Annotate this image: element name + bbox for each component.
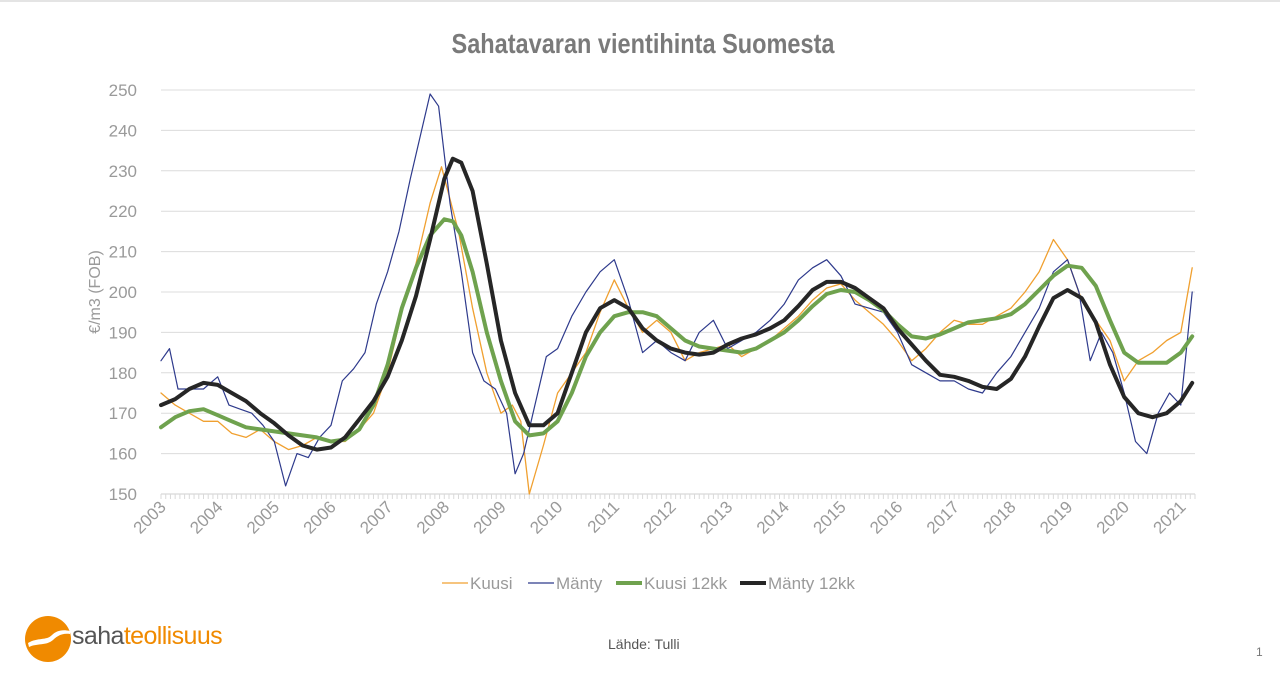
y-tick-label: 160 <box>109 445 137 464</box>
x-tick-label: 2010 <box>526 497 566 537</box>
y-tick-label: 220 <box>109 202 137 221</box>
grid-layer <box>161 89 1195 495</box>
y-tick-label: 250 <box>109 81 137 100</box>
x-tick-label: 2019 <box>1036 497 1076 537</box>
x-tick-label: 2004 <box>186 497 226 537</box>
legend: Kuusi Mänty Kuusi 12kk Mänty 12kk <box>442 574 855 593</box>
logo-wordmark: sahateollisuus <box>72 622 223 651</box>
chart-title: Sahatavaran vientihinta Suomesta <box>451 28 835 59</box>
x-axis: 2003 2004 2005 2006 2007 2008 2009 2010 2011 2012… <box>130 494 1196 538</box>
page-number: 1 <box>1256 645 1263 659</box>
x-tick-label: 2007 <box>356 497 396 537</box>
x-tick-label: 2016 <box>866 497 906 537</box>
y-tick-label: 230 <box>109 162 137 181</box>
x-tick-label: 2005 <box>243 497 283 537</box>
top-rule <box>0 0 1280 2</box>
x-tick-label: 2013 <box>696 497 736 537</box>
x-tick-label: 2018 <box>980 497 1020 537</box>
legend-label: Kuusi <box>470 574 513 593</box>
x-tick-label: 2020 <box>1093 497 1133 537</box>
x-tick-label: 2009 <box>470 497 510 537</box>
x-tick-label: 2017 <box>923 497 963 537</box>
x-tick-label: 2006 <box>300 497 340 537</box>
logo-word-saha: saha <box>72 622 124 650</box>
y-axis-label: €/m3 (FOB) <box>87 250 104 334</box>
y-tick-label: 150 <box>109 485 137 504</box>
x-tick-label: 2012 <box>640 497 680 537</box>
series-line-4 <box>159 156 1195 452</box>
series-line-2 <box>160 93 1193 487</box>
y-tick-label: 210 <box>109 243 137 262</box>
series-line-3 <box>159 217 1195 444</box>
source-note: Lähde: Tulli <box>608 636 680 652</box>
y-tick-label: 240 <box>109 121 137 140</box>
y-tick-label: 180 <box>109 364 137 383</box>
chart-area: 2003 2004 2005 2006 2007 2008 2009 2010 2011 2012… <box>87 81 1196 593</box>
series-layer <box>159 93 1195 495</box>
y-tick-label: 170 <box>109 404 137 423</box>
y-axis: 150 160 170 180 190 200 210 220 230 240 250 <box>109 81 137 504</box>
y-tick-label: 200 <box>109 283 137 302</box>
x-tick-label: 2014 <box>753 497 793 537</box>
y-tick-label: 190 <box>109 323 137 342</box>
x-tick-label: 2015 <box>810 497 850 537</box>
x-tick-label: 2011 <box>584 497 623 536</box>
sahateollisuus-logo <box>25 616 71 662</box>
x-tick-label: 2021 <box>1149 497 1189 537</box>
legend-label: Mänty 12kk <box>768 574 855 593</box>
legend-label: Mänty <box>556 574 603 593</box>
legend-label: Kuusi 12kk <box>644 574 728 593</box>
logo-word-teollisuus: teollisuus <box>123 622 223 650</box>
x-tick-label: 2008 <box>413 497 453 537</box>
